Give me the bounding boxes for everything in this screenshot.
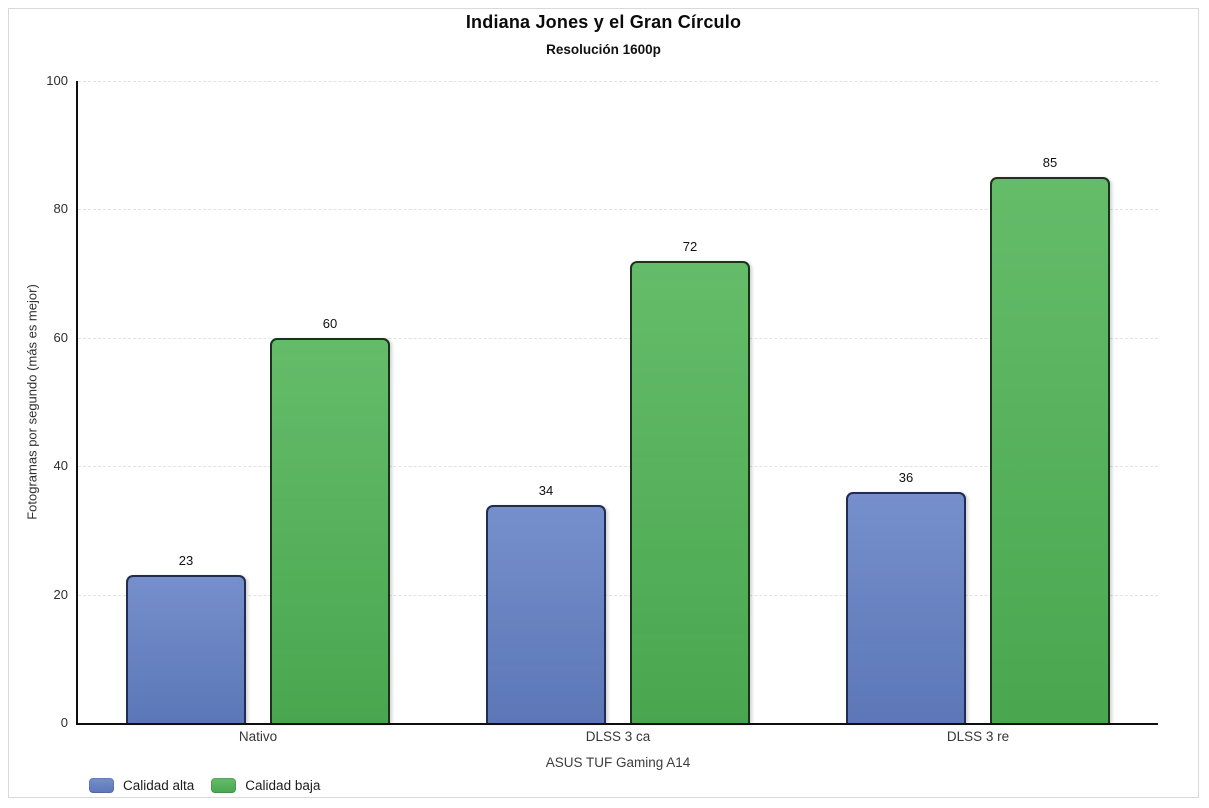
category-label-nativo: Nativo — [238, 729, 278, 744]
bar-calidad-baja-dlss-3-ca — [630, 260, 750, 723]
legend: Calidad alta Calidad baja — [89, 778, 320, 793]
gridline-40 — [78, 466, 1158, 468]
chart-frame: Indiana Jones y el Gran Círculo Resoluci… — [8, 8, 1199, 798]
y-tick-label-20: 20 — [53, 586, 68, 602]
value-label-calidad-baja-dlss-3-re: 85 — [1042, 155, 1058, 171]
gridline-20 — [78, 594, 1158, 596]
bar-calidad-alta-dlss-3-ca — [486, 504, 606, 723]
gridline-60 — [78, 337, 1158, 339]
gridline-100 — [78, 81, 1158, 82]
chart-subtitle: Resolución 1600p — [546, 42, 661, 57]
legend-label-calidad-baja: Calidad baja — [245, 778, 321, 793]
bar-calidad-alta-nativo — [126, 575, 246, 723]
bar-calidad-baja-dlss-3-re — [990, 177, 1110, 723]
legend-label-calidad-alta: Calidad alta — [123, 778, 195, 793]
legend-item-calidad-baja: Calidad baja — [211, 778, 320, 793]
x-axis-title: ASUS TUF Gaming A14 — [545, 755, 691, 770]
y-tick-label-60: 60 — [53, 329, 68, 345]
value-label-calidad-alta-dlss-3-re: 36 — [898, 469, 914, 485]
legend-swatch-calidad-alta — [89, 778, 114, 793]
y-tick-label-80: 80 — [53, 201, 68, 217]
legend-swatch-calidad-baja — [211, 778, 237, 793]
category-label-dlss-3-re: DLSS 3 re — [946, 729, 1010, 744]
value-label-calidad-baja-nativo: 60 — [322, 315, 338, 331]
value-label-calidad-alta-dlss-3-ca: 34 — [538, 482, 554, 498]
category-label-dlss-3-ca: DLSS 3 ca — [585, 729, 651, 744]
chart-title: Indiana Jones y el Gran Círculo — [465, 12, 742, 32]
gridline-80 — [78, 209, 1158, 211]
y-tick-label-0: 0 — [60, 715, 68, 730]
bar-calidad-alta-dlss-3-re — [846, 491, 966, 723]
value-label-calidad-baja-dlss-3-ca: 72 — [682, 238, 698, 254]
value-label-calidad-alta-nativo: 23 — [178, 553, 194, 569]
plot-area: ASUS TUF Gaming A14 0 20 40 60 80 100 Nativo 23… — [46, 73, 1158, 770]
legend-item-calidad-alta: Calidad alta — [89, 778, 194, 793]
bar-calidad-baja-nativo — [270, 337, 390, 723]
y-axis-title: Fotogramas por segundo (más es mejor) — [24, 284, 40, 520]
y-tick-label-40: 40 — [53, 458, 68, 474]
y-tick-label-100: 100 — [46, 73, 68, 88]
